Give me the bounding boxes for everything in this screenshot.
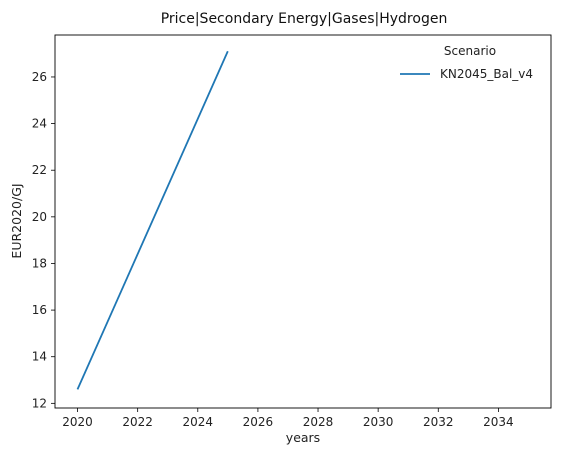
- y-tick-label: 20: [32, 210, 47, 224]
- plot-area: [54, 34, 552, 409]
- y-axis-label: EUR2020/GJ: [9, 183, 24, 258]
- x-tick-label: 2024: [183, 415, 214, 429]
- x-axis-label: years: [286, 430, 320, 445]
- y-tick-label: 16: [32, 303, 47, 317]
- legend: Scenario KN2045_Bal_v4: [400, 44, 533, 81]
- series-line-kn2045-bal-v4: [76, 50, 229, 390]
- y-tick-label: 22: [32, 163, 47, 177]
- y-tick-label: 26: [32, 70, 47, 84]
- x-tick-label: 2022: [122, 415, 153, 429]
- y-tick-label: 14: [32, 350, 47, 364]
- y-axis: 12 14 16 18 20 22 24 26: [32, 70, 55, 410]
- x-tick-label: 2020: [62, 415, 93, 429]
- legend-label-kn2045-bal-v4: KN2045_Bal_v4: [440, 67, 533, 81]
- x-tick-label: 2026: [243, 415, 274, 429]
- x-tick-label: 2034: [483, 415, 514, 429]
- x-tick-label: 2032: [423, 415, 454, 429]
- legend-title: Scenario: [444, 44, 496, 58]
- y-tick-label: 24: [32, 117, 47, 131]
- y-tick-label: 12: [32, 396, 47, 410]
- chart-title: Price|Secondary Energy|Gases|Hydrogen: [161, 11, 448, 27]
- y-tick-label: 18: [32, 256, 47, 270]
- x-tick-label: 2028: [303, 415, 334, 429]
- series-layer: [76, 50, 229, 390]
- x-tick-label: 2030: [363, 415, 394, 429]
- x-axis: 2020 2022 2024 2026 2028 2030 2032 2034: [62, 408, 514, 429]
